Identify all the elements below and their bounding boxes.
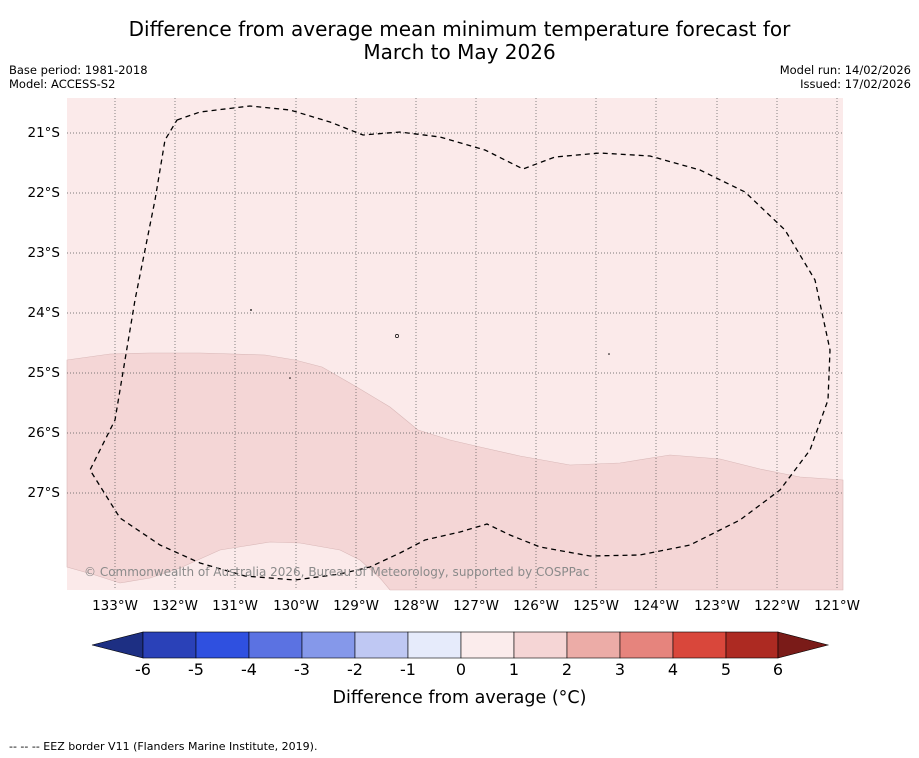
y-tick-label: 22°S <box>27 185 61 201</box>
x-tick-label: 126°W <box>513 598 559 614</box>
colorbar-bin-1 <box>513 631 568 659</box>
x-tick-label: 122°W <box>754 598 800 614</box>
colorbar-title: Difference from average (°C) <box>332 688 587 708</box>
x-tick-label: 132°W <box>152 598 198 614</box>
colorbar-label: 4 <box>667 660 679 679</box>
colorbar-label: 6 <box>772 660 784 679</box>
title-line-2: March to May 2026 <box>363 40 556 64</box>
colorbar-bin-4 <box>672 631 727 659</box>
base-info: Base period: 1981-2018 Model: ACCESS-S2 <box>9 63 148 91</box>
colorbar-label: -5 <box>188 660 204 679</box>
base-period: Base period: 1981-2018 <box>9 63 148 77</box>
x-tick-label: 131°W <box>212 598 258 614</box>
gridlines <box>67 98 843 590</box>
colorbar-bin-m5 <box>195 631 250 659</box>
x-tick-label: 128°W <box>393 598 439 614</box>
colorbar-label: 1 <box>508 660 520 679</box>
x-tick-label: 130°W <box>273 598 319 614</box>
run-info: Model run: 14/02/2026 Issued: 17/02/2026 <box>780 63 911 91</box>
model-run-date: Model run: 14/02/2026 <box>779 63 911 77</box>
island-marker <box>608 353 610 355</box>
colorbar-label: -3 <box>294 660 310 679</box>
colorbar-bin-m3 <box>301 631 356 659</box>
colorbar-bin-m2 <box>354 631 409 659</box>
copyright-notice: © Commonwealth of Australia 2026, Bureau… <box>84 565 590 579</box>
colorbar-bin-0 <box>460 631 515 659</box>
colorbar <box>91 631 830 659</box>
issued-date: Issued: 17/02/2026 <box>800 77 911 91</box>
y-tick-label: 21°S <box>27 125 61 141</box>
x-tick-label: 125°W <box>573 598 619 614</box>
chart-title: Difference from average mean minimum tem… <box>0 18 919 64</box>
x-tick-label: 129°W <box>333 598 379 614</box>
warm-anomaly-region <box>66 352 844 591</box>
colorbar-label: 3 <box>614 660 626 679</box>
colorbar-bin-2 <box>566 631 621 659</box>
y-tick-label: 23°S <box>27 245 61 261</box>
model-name: Model: ACCESS-S2 <box>9 77 116 91</box>
colorbar-low-extension <box>91 631 144 659</box>
x-tick-label: 121°W <box>814 598 860 614</box>
eez-legend-note: -- -- -- EEZ border V11 (Flanders Marine… <box>9 740 318 753</box>
x-tick-label: 124°W <box>633 598 679 614</box>
x-tick-label: 123°W <box>694 598 740 614</box>
colorbar-label: -6 <box>135 660 151 679</box>
y-tick-label: 27°S <box>27 485 61 501</box>
colorbar-label: -1 <box>400 660 416 679</box>
colorbar-label: 0 <box>455 660 467 679</box>
colorbar-label: 5 <box>720 660 732 679</box>
y-tick-label: 24°S <box>27 305 61 321</box>
island-marker <box>395 334 399 338</box>
y-tick-label: 26°S <box>27 425 61 441</box>
colorbar-bin-m6 <box>142 631 197 659</box>
colorbar-bin-m4 <box>248 631 303 659</box>
x-tick-label: 127°W <box>453 598 499 614</box>
colorbar-label: 2 <box>561 660 573 679</box>
island-marker <box>289 377 291 379</box>
colorbar-label: -2 <box>347 660 363 679</box>
colorbar-bin-m1 <box>407 631 462 659</box>
colorbar-high-extension <box>777 631 830 659</box>
colorbar-bin-5 <box>725 631 779 659</box>
eez-border <box>89 105 831 581</box>
x-tick-label: 133°W <box>92 598 138 614</box>
colorbar-label: -4 <box>241 660 257 679</box>
colorbar-bin-3 <box>619 631 674 659</box>
island-marker <box>250 309 252 311</box>
title-line-1: Difference from average mean minimum tem… <box>128 17 791 41</box>
y-tick-label: 25°S <box>27 365 61 381</box>
